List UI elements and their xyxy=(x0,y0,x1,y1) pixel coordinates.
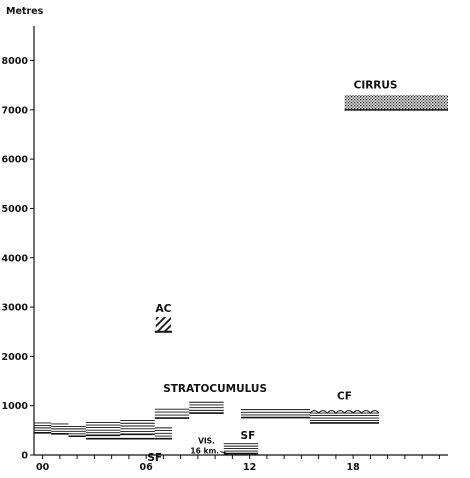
x-tick-label: 06 xyxy=(140,462,154,473)
annotation-label: VIS. xyxy=(198,437,215,446)
arrow-head xyxy=(223,451,229,456)
y-tick-label: 5000 xyxy=(2,204,29,215)
y-axis-label: Metres xyxy=(6,6,44,17)
annotation-label: SF xyxy=(241,430,256,442)
visibility-arrow xyxy=(220,451,230,456)
cloud-layer-stratus-fractus xyxy=(223,443,259,455)
annotation-label: CF xyxy=(337,390,352,402)
annotation-label: STRATOCUMULUS xyxy=(163,383,267,395)
annotation-label: CIRRUS xyxy=(354,80,398,92)
layer-fill xyxy=(155,316,171,332)
annotation-label: AC xyxy=(155,303,171,315)
annotation-label: SF xyxy=(147,452,162,464)
cloud-layer-stratocumulus xyxy=(34,422,52,434)
cloud-layer-stratocumulus xyxy=(68,425,86,438)
cloud-layer-stratocumulus xyxy=(241,409,310,419)
y-tick-label: 3000 xyxy=(2,303,29,314)
y-tick-label: 0 xyxy=(21,451,28,462)
cloud-layer-stratocumulus xyxy=(120,420,155,436)
cloud-layer-altocumulus xyxy=(154,316,172,333)
cloud-layer-stratocumulus xyxy=(85,422,121,437)
y-tick-label: 7000 xyxy=(2,105,29,116)
cumulus-fractus-top xyxy=(309,410,380,414)
cloud-layer-stratocumulus xyxy=(154,427,172,440)
y-tick-label: 8000 xyxy=(2,56,29,67)
y-tick-label: 2000 xyxy=(2,352,29,363)
y-tick-label: 4000 xyxy=(2,253,29,264)
annotation-label: 16 km. xyxy=(190,447,219,456)
cloud-layer-cirrus xyxy=(344,95,448,111)
cloud-layer-stratocumulus xyxy=(51,423,69,435)
cloud-layer-stratocumulus xyxy=(154,408,190,419)
cloud-layer-stratocumulus xyxy=(189,401,224,414)
layer-fill xyxy=(344,95,448,110)
x-tick-label: 00 xyxy=(36,462,50,473)
y-tick-label: 1000 xyxy=(2,401,29,412)
x-tick-label: 12 xyxy=(243,462,256,473)
x-tick-label: 18 xyxy=(347,462,361,473)
y-tick-label: 6000 xyxy=(2,155,29,166)
cloud-layer-stratocumulus xyxy=(310,412,379,424)
